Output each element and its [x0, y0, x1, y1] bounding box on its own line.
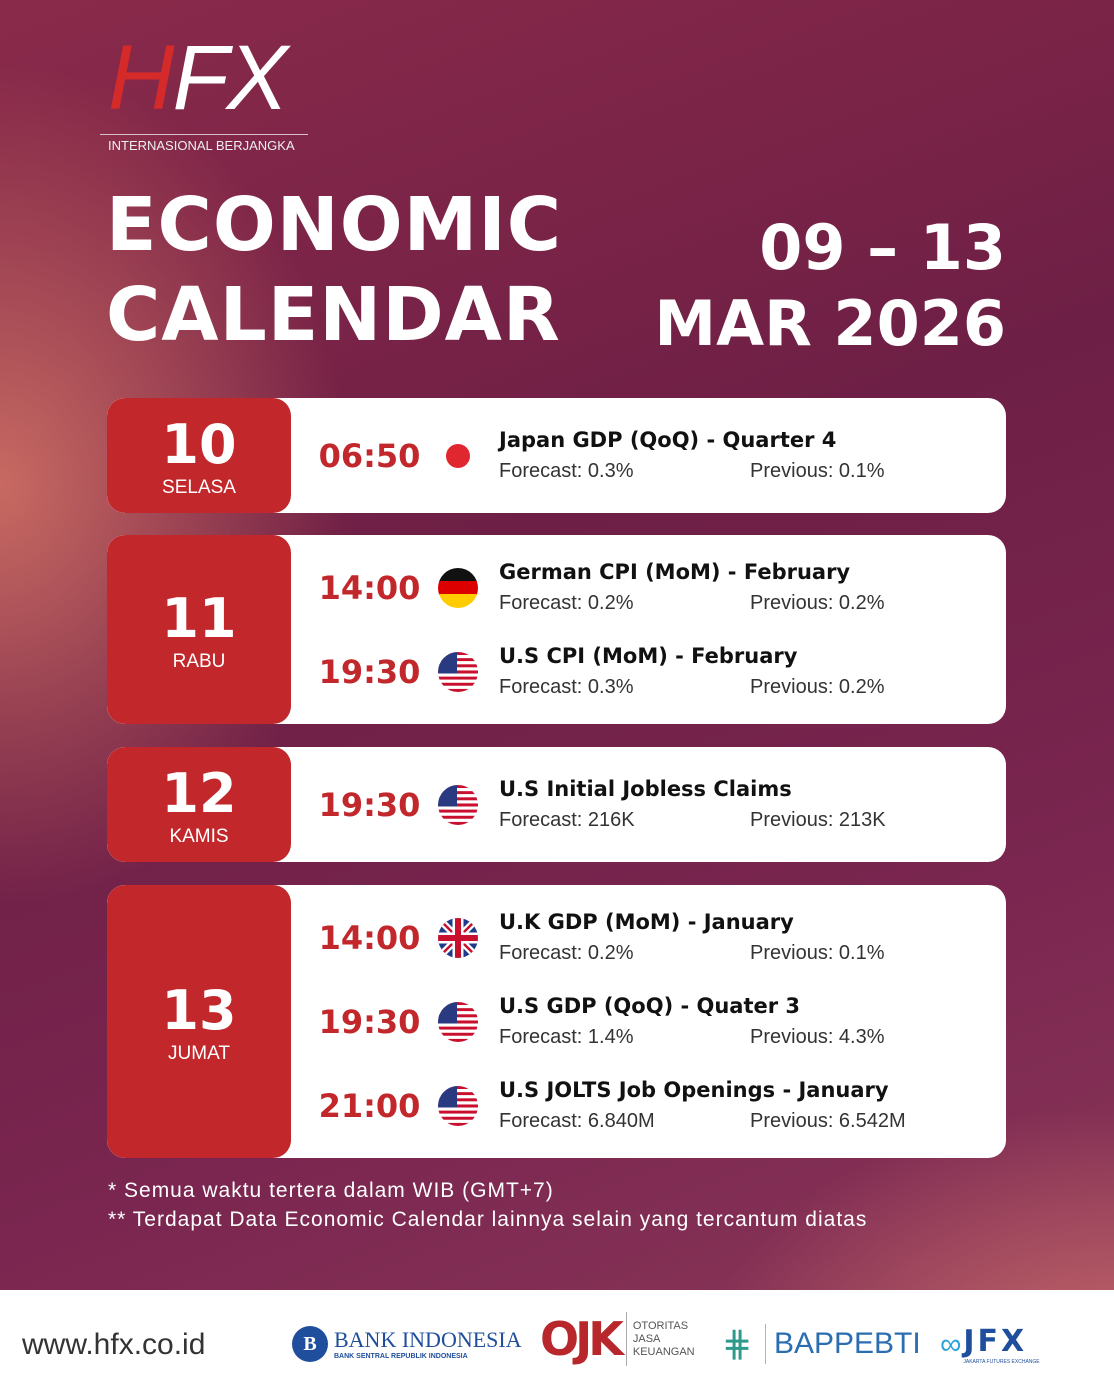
event-forecast: Forecast: 6.840M: [499, 1110, 655, 1132]
footer: www.hfx.co.id B BANK INDONESIA BANK SENTR…: [0, 1290, 1114, 1388]
logo-subtitle: INTERNASIONAL BERJANGKA: [108, 138, 295, 153]
usa-flag-icon: [438, 784, 478, 825]
event-forecast: Forecast: 0.3%: [499, 460, 634, 482]
event-time: 06:50: [318, 436, 421, 475]
bappebti-name: BAPPEBTI: [774, 1327, 921, 1360]
bappebti-logo: ⋕ BAPPEBTI: [722, 1324, 921, 1364]
day-box: 11 RABU: [107, 535, 291, 724]
day-name: KAMIS: [169, 825, 229, 847]
day-box: 13 JUMAT: [107, 885, 291, 1158]
event-row: 19:30 U.S Initial Jobless Claims Forecast:…: [291, 777, 1006, 833]
day-number: 12: [161, 761, 237, 825]
usa-flag-icon: [438, 651, 478, 692]
event-time: 14:00: [318, 568, 421, 607]
bappebti-emblem-icon: ⋕: [722, 1324, 766, 1364]
page-title: ECONOMIC CALENDAR: [106, 180, 562, 360]
event-list: 06:50 Japan GDP (QoQ) - Quarter 4 Forecast…: [291, 398, 1006, 513]
date-range-days: 09 – 13: [759, 211, 1006, 284]
title-line2: CALENDAR: [106, 272, 561, 358]
event-name: German CPI (MoM) - February: [499, 560, 851, 584]
event-time: 19:30: [318, 1002, 421, 1041]
event-forecast: Forecast: 216K: [499, 809, 635, 831]
event-previous: Previous: 0.1%: [750, 942, 885, 964]
ojk-subtitle: KEUANGAN: [632, 1345, 695, 1358]
day-name: RABU: [172, 650, 226, 672]
jfx-emblem-icon: ∞: [940, 1328, 962, 1361]
hfx-logo: HFX INTERNASIONAL BERJANGKA: [100, 24, 308, 154]
event-time: 19:30: [318, 652, 421, 691]
event-previous: Previous: 213K: [750, 809, 886, 831]
japan-flag-icon: [438, 436, 478, 476]
logo-h: H: [108, 27, 174, 129]
date-range-month: MAR 2026: [654, 287, 1006, 360]
usa-flag-icon: [438, 1001, 478, 1042]
event-row: 06:50 Japan GDP (QoQ) - Quarter 4 Forecast…: [291, 428, 1006, 484]
event-forecast: Forecast: 0.2%: [499, 592, 634, 614]
event-time: 19:30: [318, 785, 421, 824]
day-card: 13 JUMAT 14:00 U.K GDP (MoM) - January Forec…: [107, 885, 1006, 1158]
event-previous: Previous: 6.542M: [750, 1110, 906, 1132]
germany-flag-icon: [438, 567, 478, 608]
event-row: 19:30 U.S GDP (QoQ) - Quater 3 Forecast: 1…: [291, 994, 1006, 1050]
day-card: 12 KAMIS 19:30 U.S Initial Jobless Claims Fo…: [107, 747, 1006, 862]
event-list: 19:30 U.S Initial Jobless Claims Forecast:…: [291, 747, 1006, 862]
ojk-mark: OJK: [540, 1312, 627, 1366]
event-name: Japan GDP (QoQ) - Quarter 4: [499, 428, 837, 452]
bank-indonesia-subtitle: BANK SENTRAL REPUBLIK INDONESIA: [334, 1353, 468, 1360]
event-name: U.S GDP (QoQ) - Quater 3: [499, 994, 801, 1018]
date-range: 09 – 13 MAR 2026: [654, 210, 1006, 362]
event-list: 14:00 U.K GDP (MoM) - January Forecast: 0.…: [291, 885, 1006, 1158]
event-forecast: Forecast: 1.4%: [499, 1026, 634, 1048]
day-box: 12 KAMIS: [107, 747, 291, 862]
logo-divider: [100, 134, 308, 135]
event-name: U.K GDP (MoM) - January: [499, 910, 794, 934]
ojk-logo: OJK OTORITAS JASA KEUANGAN: [540, 1312, 695, 1366]
website-link[interactable]: www.hfx.co.id: [22, 1328, 206, 1361]
day-number: 13: [161, 978, 237, 1042]
bank-indonesia-name: BANK INDONESIA: [334, 1327, 522, 1352]
bank-indonesia-emblem-icon: B: [292, 1326, 328, 1362]
event-list: 14:00 German CPI (MoM) - February Forecast…: [291, 535, 1006, 724]
event-row: 14:00 U.K GDP (MoM) - January Forecast: 0.…: [291, 910, 1006, 966]
day-name: JUMAT: [168, 1042, 230, 1064]
day-box: 10 SELASA: [107, 398, 291, 513]
footnote: * Semua waktu tertera dalam WIB (GMT+7): [108, 1179, 554, 1202]
day-number: 11: [161, 586, 237, 650]
footnotes: * Semua waktu tertera dalam WIB (GMT+7) …: [108, 1176, 867, 1234]
event-name: U.S CPI (MoM) - February: [499, 644, 798, 668]
day-number: 10: [161, 412, 237, 476]
jfx-logo: ∞ JFX JAKARTA FUTURES EXCHANGE: [940, 1324, 1040, 1366]
event-previous: Previous: 0.1%: [750, 460, 885, 482]
event-forecast: Forecast: 0.2%: [499, 942, 634, 964]
event-previous: Previous: 0.2%: [750, 676, 885, 698]
uk-flag-icon: [438, 917, 478, 958]
event-previous: Previous: 4.3%: [750, 1026, 885, 1048]
event-time: 21:00: [318, 1086, 421, 1125]
ojk-subtitle: OTORITAS: [632, 1319, 689, 1332]
event-name: U.S Initial Jobless Claims: [499, 777, 792, 801]
logo-fx: FX: [172, 27, 288, 129]
event-previous: Previous: 0.2%: [750, 592, 885, 614]
usa-flag-icon: [438, 1085, 478, 1126]
day-name: SELASA: [162, 476, 236, 498]
jfx-name: JFX: [963, 1324, 1028, 1359]
event-name: U.S JOLTS Job Openings - January: [499, 1078, 889, 1102]
day-card: 11 RABU 14:00 German CPI (MoM) - February Fo…: [107, 535, 1006, 724]
bank-indonesia-logo: B BANK INDONESIA BANK SENTRAL REPUBLIK IN…: [292, 1326, 522, 1362]
title-line1: ECONOMIC: [106, 182, 563, 268]
event-row: 14:00 German CPI (MoM) - February Forecast…: [291, 560, 1006, 616]
event-forecast: Forecast: 0.3%: [499, 676, 634, 698]
ojk-subtitle: JASA: [632, 1332, 661, 1345]
event-row: 21:00 U.S JOLTS Job Openings - January For…: [291, 1078, 1006, 1134]
day-card: 10 SELASA 06:50 Japan GDP (QoQ) - Quarter 4…: [107, 398, 1006, 513]
event-time: 14:00: [318, 918, 421, 957]
jfx-subtitle: JAKARTA FUTURES EXCHANGE: [963, 1359, 1040, 1365]
footnote: ** Terdapat Data Economic Calendar lainn…: [108, 1208, 868, 1231]
event-row: 19:30 U.S CPI (MoM) - February Forecast: 0…: [291, 644, 1006, 700]
